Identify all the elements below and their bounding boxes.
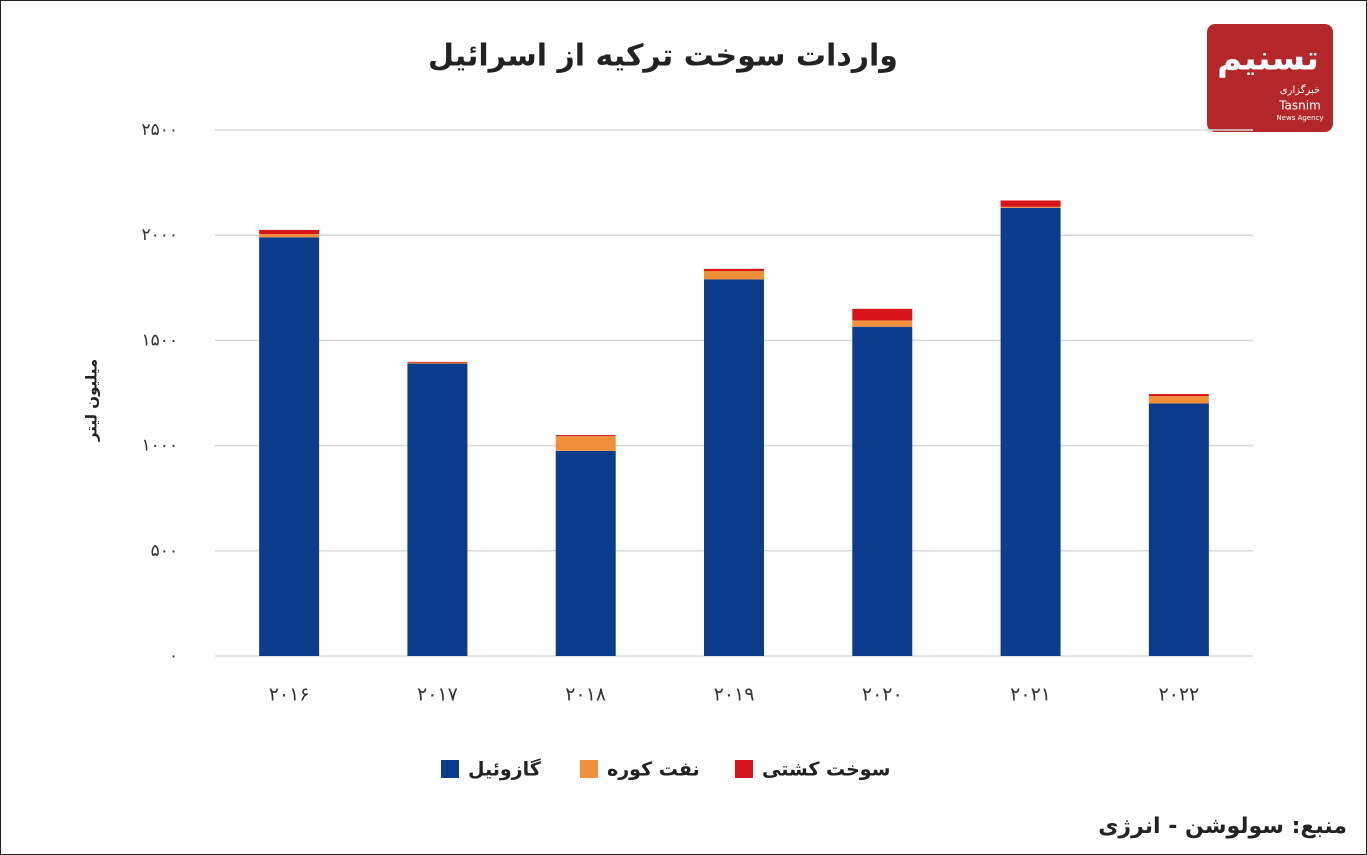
x-tick-label: ۲۰۱۸ — [565, 684, 606, 706]
x-tick-label: ۲۰۱۶ — [269, 684, 310, 706]
logo: تسنیم خبرگزاری Tasnim News Agency — [1207, 24, 1333, 132]
x-tick-label: ۲۰۱۹ — [714, 684, 755, 706]
bar-segment — [259, 234, 320, 238]
bar-segment — [1148, 396, 1209, 404]
bar-segment — [1148, 394, 1209, 397]
bar-segment — [852, 320, 913, 327]
bar-segment — [259, 237, 320, 656]
bar-segment — [259, 229, 320, 235]
logo-name-en: Tasnim — [1278, 99, 1321, 113]
bar-segment — [407, 361, 468, 363]
logo-agency: خبرگزاری — [1280, 84, 1320, 96]
logo-name: تسنیم — [1217, 39, 1319, 79]
x-tick-label: ۲۰۲۲ — [1158, 684, 1199, 706]
y-tick-label: ۱۵۰۰ — [141, 330, 178, 350]
bar-segment — [852, 308, 913, 321]
y-tick-label: ۱۰۰۰ — [141, 436, 178, 456]
bar-segment — [704, 270, 764, 280]
y-tick-label: ۲۰۰۰ — [141, 225, 178, 245]
legend-label: سوخت کشتی — [762, 759, 890, 781]
bar-segment — [1148, 403, 1209, 656]
x-tick-label: ۲۰۲۱ — [1010, 684, 1051, 706]
bar-segment — [704, 268, 764, 271]
chart-title: واردات سوخت ترکیه از اسرائیل — [428, 39, 898, 74]
legend-swatch — [735, 760, 753, 778]
source: منبع: سولوشن - انرژی — [1098, 814, 1347, 839]
x-tick-label: ۲۰۱۷ — [417, 684, 458, 706]
bar-segment — [1000, 207, 1061, 656]
y-tick-label: ۲۵۰۰ — [141, 120, 178, 140]
legend-label: گازوئیل — [468, 758, 542, 781]
legend-label: نفت کوره — [607, 759, 700, 781]
logo-agency-en: News Agency — [1276, 114, 1323, 122]
y-tick-label: ۰ — [169, 646, 178, 666]
bar-segment — [555, 450, 616, 656]
bar-segment — [852, 326, 913, 656]
bar-segment — [1000, 200, 1061, 207]
bar-segment — [407, 363, 468, 656]
legend-swatch — [580, 760, 598, 778]
x-tick-label: ۲۰۲۰ — [862, 684, 903, 706]
bar-segment — [407, 362, 468, 364]
logo-box — [1207, 24, 1333, 132]
legend-swatch — [441, 760, 459, 778]
y-tick-label: ۵۰۰ — [151, 541, 178, 561]
bar-segment — [555, 435, 616, 437]
bar-segment — [1000, 206, 1061, 208]
y-axis-title: میلیون لیتر — [83, 359, 101, 442]
bar-segment — [555, 436, 616, 451]
bar-segment — [704, 279, 764, 656]
